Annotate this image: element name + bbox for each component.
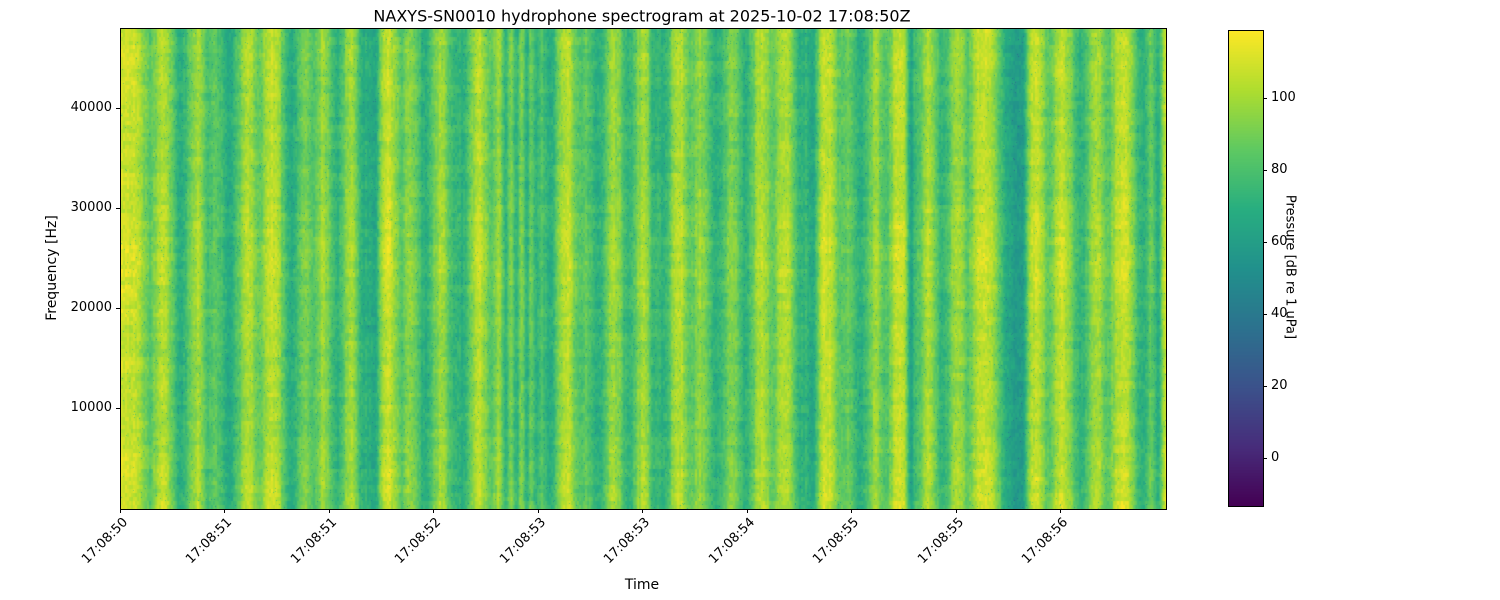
colorbar-tick-mark	[1263, 241, 1267, 243]
y-tick-mark	[116, 407, 120, 409]
x-tick-mark	[537, 509, 539, 513]
x-tick-mark	[642, 509, 643, 513]
colorbar-tick-mark	[1263, 169, 1267, 171]
colorbar-tick-label: 100	[1271, 90, 1296, 106]
colorbar-tick-label: 60	[1271, 234, 1288, 250]
y-tick-mark	[116, 207, 120, 209]
y-tick-mark	[116, 107, 120, 109]
spectrogram-plot	[120, 28, 1167, 510]
y-tick-label: 30000	[70, 200, 112, 215]
x-tick-mark	[119, 509, 121, 513]
x-tick-label-text: 17:08:52	[392, 515, 445, 567]
x-tick-label-text: 17:08:51	[183, 515, 236, 567]
x-tick-mark	[1060, 509, 1061, 513]
colorbar-tick-mark	[1263, 97, 1267, 99]
x-tick-mark	[955, 509, 957, 513]
colorbar-tick-mark	[1263, 313, 1267, 315]
x-tick-label-text: 17:08:53	[601, 515, 654, 567]
colorbar-canvas	[1229, 31, 1263, 506]
x-tick-label-text: 17:08:55	[810, 515, 863, 567]
x-tick-mark	[224, 509, 225, 513]
x-tick-mark	[851, 509, 852, 513]
x-tick-label-text: 17:08:50	[78, 515, 131, 567]
x-tick-label-text: 17:08:55	[914, 515, 967, 567]
spectrogram-canvas	[121, 29, 1166, 509]
colorbar-tick-label: 40	[1271, 306, 1288, 322]
y-tick-label: 40000	[70, 100, 112, 115]
colorbar-tick-mark	[1263, 457, 1267, 459]
colorbar-tick-mark	[1263, 385, 1267, 387]
colorbar-tick-label: 80	[1271, 162, 1288, 178]
chart-title: NAXYS-SN0010 hydrophone spectrogram at 2…	[373, 6, 911, 26]
colorbar-tick-label: 0	[1271, 450, 1280, 466]
x-tick-label-text: 17:08:56	[1019, 515, 1072, 567]
x-tick-label-text: 17:08:53	[496, 515, 549, 567]
x-tick-label-text: 17:08:54	[705, 515, 758, 567]
x-axis-label: Time	[624, 577, 660, 593]
y-tick-label: 10000	[70, 400, 112, 415]
x-tick-mark	[746, 509, 748, 513]
colorbar-label: Pressure [dB re 1 uPa]	[1282, 194, 1298, 340]
colorbar	[1228, 30, 1264, 507]
x-tick-mark	[328, 509, 330, 513]
x-tick-mark	[433, 509, 434, 513]
x-tick-label-text: 17:08:51	[287, 515, 340, 567]
colorbar-tick-label: 20	[1271, 378, 1288, 394]
y-tick-mark	[116, 307, 120, 309]
y-tick-label: 20000	[70, 300, 112, 315]
